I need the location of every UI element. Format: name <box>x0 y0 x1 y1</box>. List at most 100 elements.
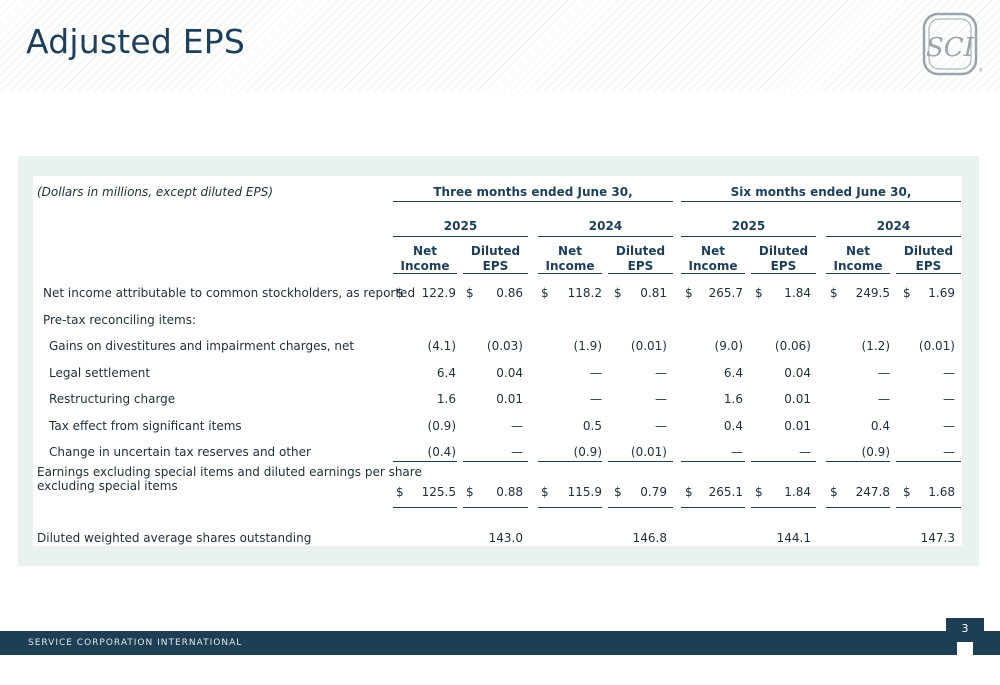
row-label: Tax effect from significant items <box>49 419 242 433</box>
column-header: Diluted EPS <box>615 244 666 273</box>
cell-value: (0.9) <box>427 419 456 433</box>
dollar-sign: $ <box>396 485 404 499</box>
dollar-sign: $ <box>541 485 549 499</box>
cell-value: 1.6 <box>436 392 456 406</box>
year-header: 2025 <box>443 219 478 233</box>
dollar-sign: $ <box>755 286 763 300</box>
cell-value: — <box>655 392 667 406</box>
cell-value: (1.2) <box>861 339 890 353</box>
footer-bar <box>0 631 1000 655</box>
dollar-sign: $ <box>614 286 622 300</box>
cell-value: 249.5 <box>855 286 890 300</box>
dollar-sign: $ <box>466 286 474 300</box>
cell-value: 1.84 <box>784 286 811 300</box>
cell-value: 125.5 <box>421 485 456 499</box>
row-label: Diluted weighted average shares outstand… <box>37 531 312 545</box>
cell-value: — <box>943 445 955 459</box>
dollar-sign: $ <box>903 485 911 499</box>
period-rule <box>393 201 673 202</box>
subtotal-rule <box>538 461 602 462</box>
cell-value: — <box>590 392 602 406</box>
subtotal-rule <box>681 461 745 462</box>
dollar-sign: $ <box>541 286 549 300</box>
cell-value: (1.9) <box>573 339 602 353</box>
dollar-sign: $ <box>685 485 693 499</box>
column-header: Net Income <box>545 244 595 273</box>
cell-value: 0.81 <box>640 286 667 300</box>
cell-value: 247.8 <box>855 485 890 499</box>
row-label: Pre-tax reconciling items: <box>43 313 197 327</box>
dollar-sign: $ <box>614 485 622 499</box>
row-label: Change in uncertain tax reserves and oth… <box>49 445 311 459</box>
year-header: 2025 <box>731 219 766 233</box>
page-number: 3 <box>961 622 969 635</box>
cell-value: 0.01 <box>784 419 811 433</box>
column-header: Net Income <box>400 244 450 273</box>
sci-logo: SCI ® <box>920 12 984 78</box>
total-rule <box>463 507 528 508</box>
column-header: Diluted EPS <box>470 244 521 273</box>
column-header-rule <box>896 273 961 274</box>
cell-value: 6.4 <box>436 366 456 380</box>
row-label: Restructuring charge <box>49 392 176 406</box>
subtotal-rule <box>393 461 457 462</box>
dollar-sign: $ <box>830 485 838 499</box>
row-label: Legal settlement <box>49 366 151 380</box>
dollar-sign: $ <box>903 286 911 300</box>
dollar-sign: $ <box>685 286 693 300</box>
subtotal-rule <box>608 461 673 462</box>
cell-value: 122.9 <box>421 286 456 300</box>
cell-value: — <box>799 445 811 459</box>
dollar-sign: $ <box>830 286 838 300</box>
total-rule <box>393 507 457 508</box>
subtotal-rule <box>751 461 816 462</box>
cell-value: 265.1 <box>708 485 743 499</box>
column-header-rule <box>463 273 528 274</box>
cell-value: (0.01) <box>918 339 955 353</box>
cell-value: 0.5 <box>582 419 602 433</box>
table-note: (Dollars in millions, except diluted EPS… <box>37 185 274 199</box>
column-header-rule <box>393 273 457 274</box>
cell-value: 1.6 <box>723 392 743 406</box>
cell-value: 146.8 <box>632 531 667 545</box>
subtotal-rule <box>896 461 961 462</box>
column-header: Net Income <box>688 244 738 273</box>
row-label: Gains on divestitures and impairment cha… <box>49 339 355 353</box>
subtotal-rule <box>826 461 890 462</box>
cell-value: — <box>655 419 667 433</box>
cell-value: (0.9) <box>861 445 890 459</box>
cell-value: 0.86 <box>496 286 523 300</box>
row-label: excluding special items <box>37 479 178 493</box>
column-header: Net Income <box>833 244 883 273</box>
cell-value: 0.04 <box>784 366 811 380</box>
cell-value: (9.0) <box>714 339 743 353</box>
cell-value: — <box>943 392 955 406</box>
cell-value: 1.68 <box>928 485 955 499</box>
cell-value: 115.9 <box>567 485 602 499</box>
total-rule <box>751 507 816 508</box>
total-rule <box>681 507 745 508</box>
cell-value: — <box>878 392 890 406</box>
column-header-rule <box>751 273 816 274</box>
period-header-six-months: Six months ended June 30, <box>730 185 912 199</box>
cell-value: 143.0 <box>488 531 523 545</box>
cell-value: — <box>943 366 955 380</box>
column-header-rule <box>681 273 745 274</box>
cell-value: 0.01 <box>784 392 811 406</box>
cell-value: 144.1 <box>776 531 811 545</box>
dollar-sign: $ <box>466 485 474 499</box>
cell-value: — <box>878 366 890 380</box>
footer-company-name: SERVICE CORPORATION INTERNATIONAL <box>28 638 243 648</box>
cell-value: 0.4 <box>870 419 890 433</box>
cell-value: (4.1) <box>427 339 456 353</box>
period-rule <box>681 201 961 202</box>
column-header: Diluted EPS <box>758 244 809 273</box>
cell-value: (0.03) <box>486 339 523 353</box>
cell-value: 265.7 <box>708 286 743 300</box>
year-rule <box>538 236 673 237</box>
cell-value: 1.84 <box>784 485 811 499</box>
period-header-three-months: Three months ended June 30, <box>433 185 633 199</box>
row-label: Net income attributable to common stockh… <box>43 286 416 300</box>
cell-value: — <box>511 445 523 459</box>
year-rule <box>681 236 816 237</box>
